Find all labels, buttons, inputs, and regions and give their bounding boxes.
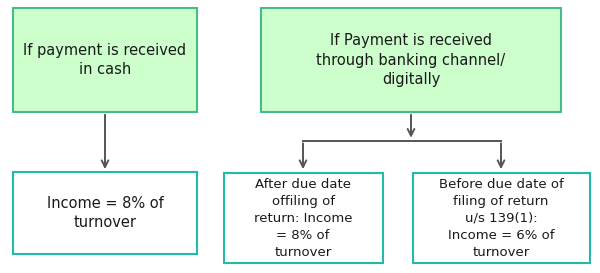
FancyBboxPatch shape (13, 172, 197, 254)
FancyBboxPatch shape (13, 8, 197, 112)
FancyBboxPatch shape (413, 173, 589, 263)
Text: If payment is received
in cash: If payment is received in cash (23, 43, 187, 78)
Text: Before due date of
filing of return
u/s 139(1):
Income = 6% of
turnover: Before due date of filing of return u/s … (439, 178, 563, 259)
FancyBboxPatch shape (223, 173, 383, 263)
FancyBboxPatch shape (261, 8, 561, 112)
Text: If Payment is received
through banking channel/
digitally: If Payment is received through banking c… (316, 33, 506, 87)
Text: Income = 8% of
turnover: Income = 8% of turnover (47, 195, 163, 230)
Text: After due date
offiling of
return: Income
= 8% of
turnover: After due date offiling of return: Incom… (254, 178, 352, 259)
